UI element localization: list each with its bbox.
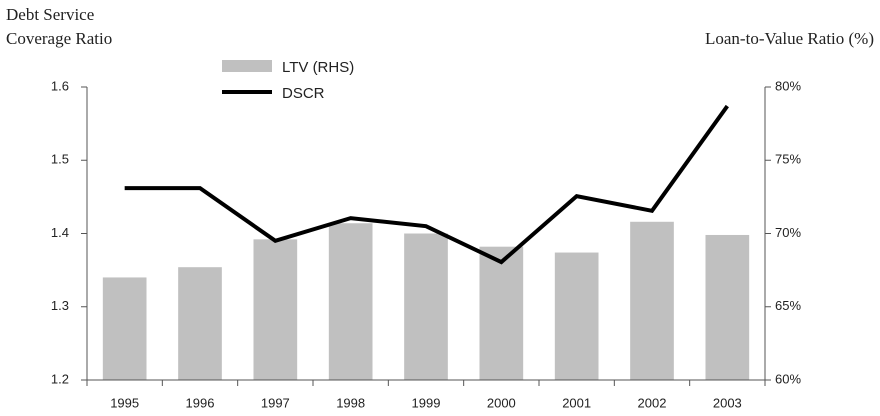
y-tick-label: 1.4 bbox=[51, 225, 69, 240]
y-axis-label: Coverage Ratio bbox=[6, 29, 112, 48]
x-tick-label: 2002 bbox=[638, 395, 667, 410]
y-axis-label: Debt Service bbox=[6, 5, 94, 24]
x-tick-label: 1995 bbox=[110, 395, 139, 410]
bar bbox=[705, 234, 750, 380]
y-tick-label: 1.6 bbox=[51, 78, 69, 93]
y2-tick-label: 65% bbox=[775, 298, 801, 313]
line bbox=[124, 104, 729, 265]
x-tick-label: 1999 bbox=[412, 395, 441, 410]
bar bbox=[404, 233, 448, 380]
x-tick-label: 1997 bbox=[261, 395, 290, 410]
bar bbox=[253, 239, 298, 380]
bar bbox=[479, 246, 524, 380]
x-tick-label: 2003 bbox=[713, 395, 742, 410]
x-tick-label: 2001 bbox=[562, 395, 591, 410]
y-tick-label: 1.3 bbox=[51, 298, 69, 313]
bar bbox=[178, 267, 222, 380]
x-tick-label: 2000 bbox=[487, 395, 516, 410]
y-tick-label: 1.2 bbox=[51, 371, 69, 386]
y2-tick-label: 80% bbox=[775, 78, 801, 93]
y-tick-label: 1.5 bbox=[51, 152, 69, 167]
bar bbox=[102, 277, 147, 380]
x-tick-label: 1998 bbox=[336, 395, 365, 410]
bar bbox=[554, 252, 599, 380]
bar bbox=[630, 221, 674, 380]
y2-axis-label: Loan-to-Value Ratio (%) bbox=[705, 29, 874, 48]
legend-swatch bbox=[222, 60, 272, 72]
y2-tick-label: 75% bbox=[775, 152, 801, 167]
x-tick-label: 1996 bbox=[186, 395, 215, 410]
legend-label: LTV (RHS) bbox=[282, 59, 354, 76]
bar bbox=[328, 223, 373, 380]
y2-tick-label: 70% bbox=[775, 225, 801, 240]
y2-tick-label: 60% bbox=[775, 371, 801, 386]
legend-label: DSCR bbox=[282, 85, 325, 102]
